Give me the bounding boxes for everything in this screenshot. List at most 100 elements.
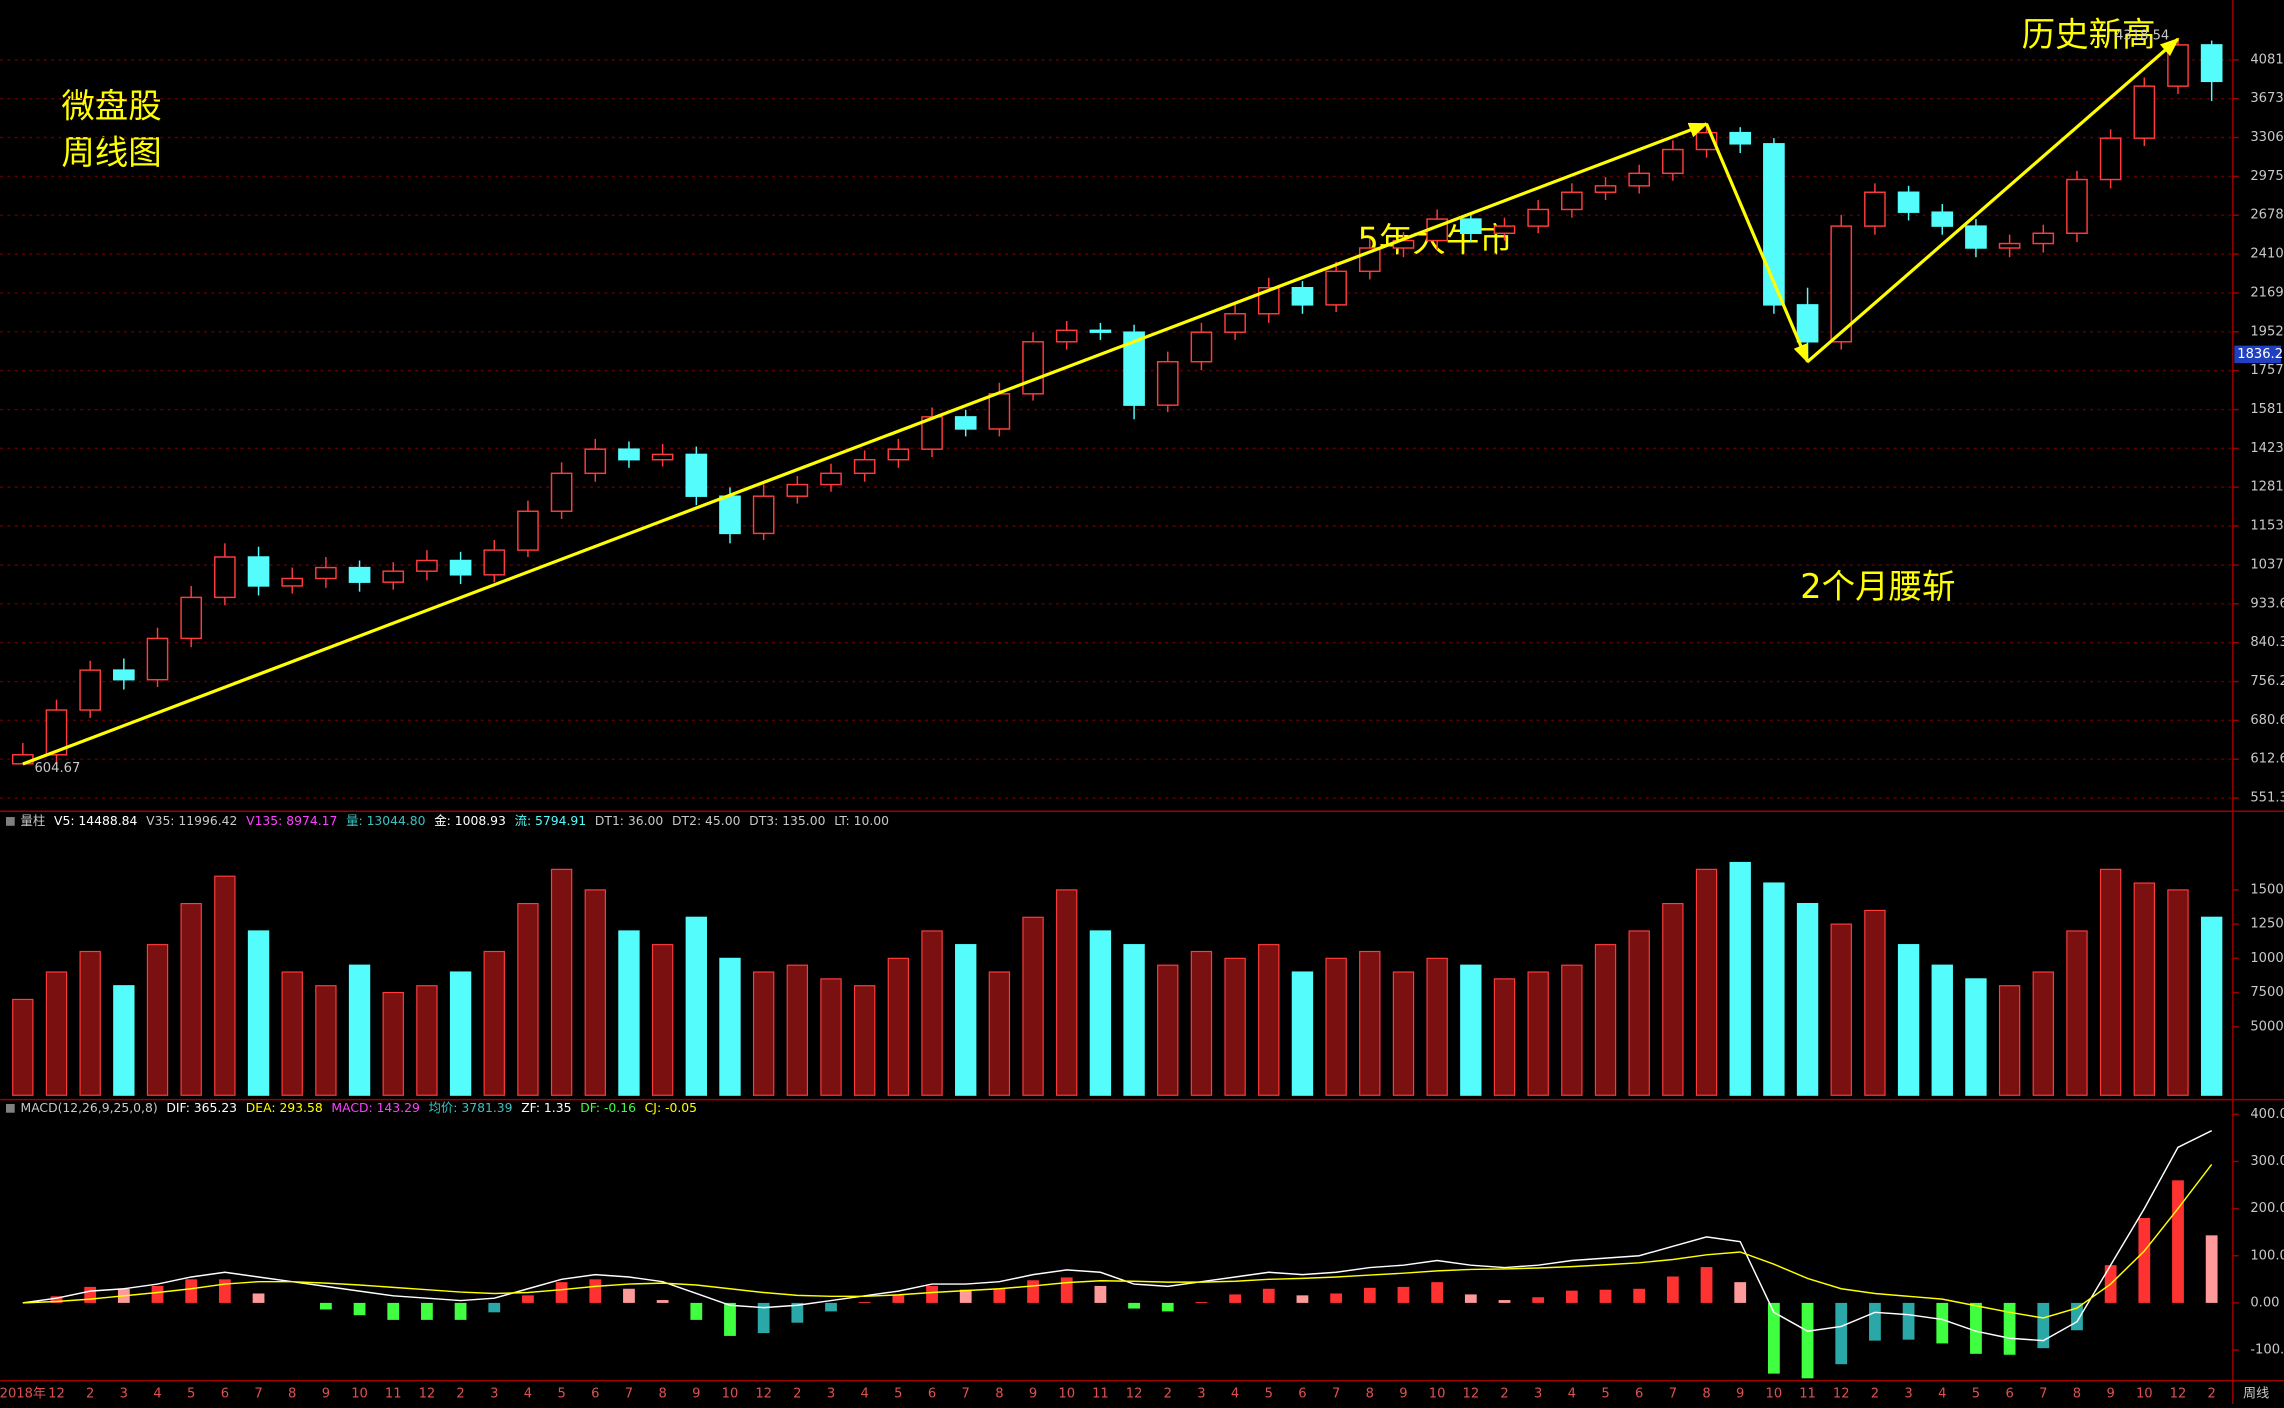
annotation: 2个月腰斩	[1800, 567, 1955, 606]
x-tick-label: 7	[1669, 1386, 1677, 1401]
volume-bar	[1392, 971, 1415, 1096]
candle-body	[1628, 172, 1651, 187]
y-tick-label: 2678	[2250, 208, 2283, 223]
x-tick-label: 11	[385, 1386, 402, 1401]
volume-bar	[1190, 950, 1213, 1096]
candle-body	[1561, 191, 1583, 211]
macd-bar	[1363, 1287, 1376, 1303]
volume-bar	[315, 985, 337, 1096]
candle-body	[1527, 208, 1550, 227]
volume-bar	[2200, 916, 2223, 1096]
x-tick-label: 2	[86, 1386, 94, 1401]
header-item: DT1: 36.00	[595, 814, 664, 828]
volume-bar	[1897, 944, 1920, 1096]
candle-body	[2200, 44, 2223, 83]
x-tick-label: 7	[2039, 1386, 2047, 1401]
header-item: LT: 10.00	[834, 814, 889, 828]
volume-bar	[1662, 902, 1684, 1096]
volume-bar	[584, 889, 606, 1096]
y-tick-label: 7500	[2250, 985, 2283, 1000]
x-tick-label: 2	[456, 1386, 464, 1401]
volume-bar	[2167, 889, 2189, 1096]
macd-bar	[825, 1302, 837, 1312]
y-tick-label: 4081	[2250, 52, 2283, 67]
candle-body	[685, 453, 708, 497]
x-tick-label: 5	[894, 1386, 902, 1401]
x-tick-label: 6	[928, 1386, 936, 1401]
macd-bar	[1767, 1302, 1780, 1374]
volume-bar	[1998, 985, 2021, 1096]
macd-bar	[959, 1289, 972, 1303]
candle-body	[416, 559, 438, 572]
x-tick-label: 2	[2207, 1386, 2215, 1401]
volume-bar	[887, 957, 910, 1096]
y-tick-label: 551.3	[2250, 791, 2284, 806]
x-tick-label: 12	[1126, 1386, 1143, 1401]
x-tick-label: 12	[1833, 1386, 1850, 1401]
volume-bar	[113, 985, 135, 1096]
volume-bar	[752, 971, 775, 1096]
candle-body	[1796, 304, 1819, 343]
candle-body	[1830, 225, 1853, 343]
volume-bar	[988, 971, 1011, 1096]
y-tick-label: 10000	[2250, 951, 2284, 966]
y-tick-label: 2975	[2250, 169, 2283, 184]
volume-bar	[1224, 957, 1246, 1096]
header-item: 量: 13044.80	[346, 814, 426, 828]
high-label: 4318.54	[2115, 29, 2169, 44]
macd-line	[22, 1130, 2212, 1342]
x-tick-label: 8	[2073, 1386, 2081, 1401]
macd-bar	[1195, 1301, 1208, 1303]
candle-body	[281, 577, 304, 587]
macd-bar	[656, 1300, 669, 1303]
volume-bar	[1157, 964, 1179, 1096]
candle-body	[719, 495, 741, 535]
macd-bar	[1161, 1302, 1174, 1312]
x-tick-label: 7	[625, 1386, 633, 1401]
header-item: 均价: 3781.39	[429, 1101, 513, 1115]
macd-line	[22, 1164, 2213, 1319]
macd-bar	[252, 1293, 265, 1303]
header-item: 流: 5794.91	[515, 814, 587, 828]
candle-body	[113, 669, 135, 681]
volume-bar	[2032, 971, 2054, 1096]
volume-bar	[416, 985, 438, 1096]
macd-bar	[1902, 1302, 1915, 1340]
x-tick-label: 6	[2005, 1386, 2013, 1401]
y-tick-label: 400.0	[2250, 1107, 2284, 1122]
volume-bar	[79, 950, 101, 1096]
candle-body	[2133, 85, 2156, 139]
volume-bar	[1022, 916, 1044, 1096]
x-tick-label: 9	[1029, 1386, 1037, 1401]
candle-body	[1594, 185, 1617, 193]
macd-bar	[690, 1302, 703, 1320]
macd-bar	[2037, 1302, 2050, 1349]
x-tick-label: 4	[1231, 1386, 1239, 1401]
volume-bar	[348, 964, 371, 1096]
volume-bar	[1931, 964, 1953, 1096]
title: 微盘股	[61, 86, 161, 125]
candle-body	[1998, 242, 2021, 249]
x-tick-label: 3	[1904, 1386, 1912, 1401]
y-tick-label: 100.0	[2250, 1248, 2284, 1263]
candle-body	[247, 556, 270, 587]
volume-bar	[955, 944, 977, 1096]
x-tick-label: 9	[692, 1386, 700, 1401]
macd-bar	[589, 1279, 602, 1303]
macd-bar	[2071, 1302, 2083, 1331]
header-icon	[5, 817, 15, 826]
volume-bar	[1796, 902, 1819, 1096]
candle-body	[1291, 286, 1314, 306]
macd-bar	[2172, 1180, 2184, 1303]
macd-bar	[84, 1286, 97, 1303]
x-tick-label: 5	[1265, 1386, 1273, 1401]
y-tick-label: 1153	[2250, 518, 2283, 533]
candle-body	[651, 453, 674, 461]
volume-bar	[449, 971, 472, 1096]
candle-body	[1931, 211, 1954, 227]
candle-body	[820, 472, 842, 486]
macd-bar	[993, 1288, 1006, 1303]
x-tick-label: 9	[1736, 1386, 1744, 1401]
macd-bar	[421, 1302, 433, 1320]
